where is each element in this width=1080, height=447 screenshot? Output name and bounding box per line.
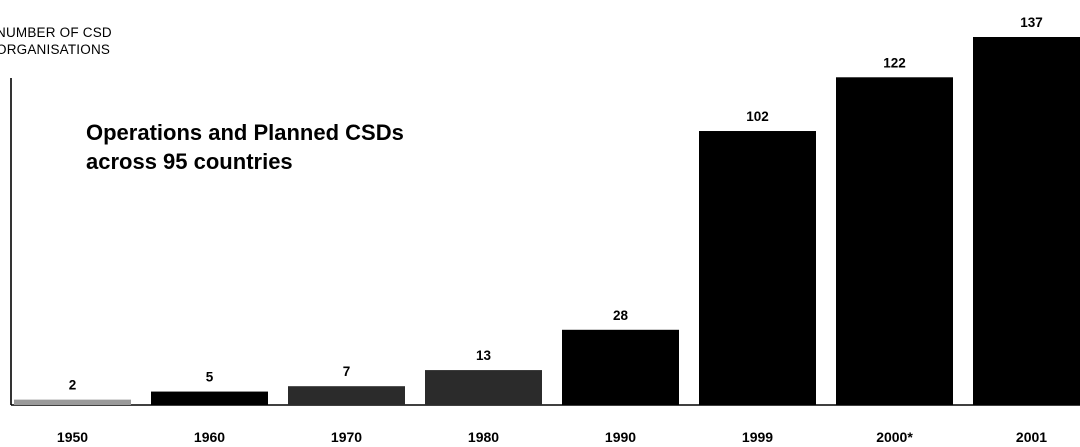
x-tick-label-2001: 2001 <box>1016 429 1047 445</box>
bar-1980 <box>425 370 542 405</box>
bar-2000* <box>836 77 953 406</box>
x-tick-label-1970: 1970 <box>331 429 362 445</box>
value-label-2001: 137 <box>1020 15 1043 30</box>
bar-1990 <box>562 329 679 405</box>
x-tick-label-1950: 1950 <box>57 429 88 445</box>
x-tick-label-1999: 1999 <box>742 429 773 445</box>
bar-1950 <box>14 399 131 405</box>
chart-title-line-2: across 95 countries <box>86 149 293 174</box>
chart-title-line-1: Operations and Planned CSDs <box>86 120 404 145</box>
bar-1999 <box>699 131 816 406</box>
value-label-1980: 13 <box>476 348 492 363</box>
value-label-2000*: 122 <box>883 55 906 70</box>
bar-1970 <box>288 386 405 405</box>
y-axis-label-line-1: NUMBER OF CSD <box>0 25 112 40</box>
x-tick-label-1980: 1980 <box>468 429 499 445</box>
value-label-1970: 7 <box>343 364 351 379</box>
x-tick-label-1960: 1960 <box>194 429 225 445</box>
value-label-1990: 28 <box>613 308 629 323</box>
chart-title: Operations and Planned CSDs across 95 co… <box>86 118 404 176</box>
value-label-1950: 2 <box>69 378 77 393</box>
bar-1960 <box>151 391 268 405</box>
x-tick-label-2000*: 2000* <box>876 429 913 445</box>
y-axis-label-line-2: ORGANISATIONS <box>0 42 111 57</box>
bar-2001 <box>973 37 1080 405</box>
value-label-1960: 5 <box>206 370 214 385</box>
y-axis-label: NUMBER OF CSD ORGANISATIONS <box>0 24 112 58</box>
x-tick-label-1990: 1990 <box>605 429 636 445</box>
value-label-1999: 102 <box>746 109 769 124</box>
